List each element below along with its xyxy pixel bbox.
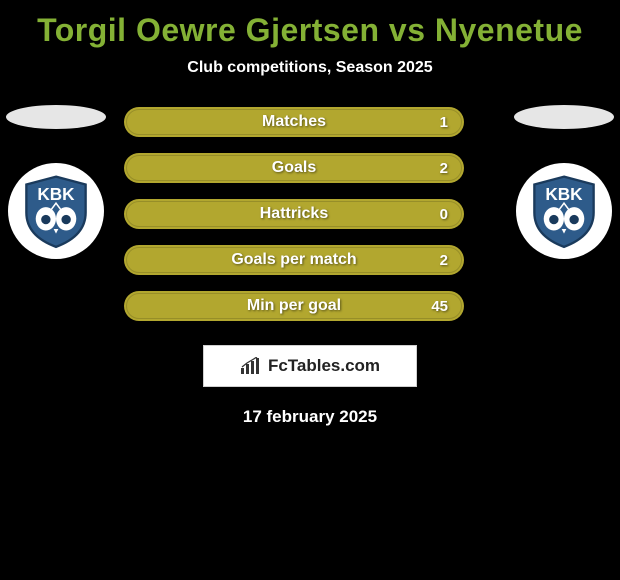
right-oval (514, 105, 614, 129)
stat-value: 1 (440, 114, 448, 131)
stat-row-goals-per-match: Goals per match 2 (124, 245, 464, 275)
subtitle: Club competitions, Season 2025 (0, 59, 620, 77)
stat-row-hattricks: Hattricks 0 (124, 199, 464, 229)
stat-label: Min per goal (247, 297, 341, 315)
kbk-shield-icon: KBK (17, 172, 95, 250)
right-side: KBK (514, 105, 614, 259)
stat-value: 2 (440, 252, 448, 269)
bar-chart-icon (240, 357, 262, 375)
stat-label: Goals per match (231, 251, 356, 269)
stat-value: 0 (440, 206, 448, 223)
stat-label: Hattricks (260, 205, 328, 223)
left-oval (6, 105, 106, 129)
right-team-badge: KBK (516, 163, 612, 259)
left-team-badge: KBK (8, 163, 104, 259)
svg-text:KBK: KBK (545, 184, 583, 204)
stat-row-matches: Matches 1 (124, 107, 464, 137)
brand-box: FcTables.com (203, 345, 417, 387)
stats-bars: Matches 1 Goals 2 Hattricks 0 Goals per … (124, 105, 496, 321)
stat-label: Matches (262, 113, 326, 131)
page-title: Torgil Oewre Gjertsen vs Nyenetue (0, 8, 620, 59)
stat-value: 2 (440, 160, 448, 177)
svg-text:KBK: KBK (37, 184, 75, 204)
stat-row-goals: Goals 2 (124, 153, 464, 183)
brand-text: FcTables.com (268, 356, 380, 376)
stat-value: 45 (431, 298, 448, 315)
kbk-shield-icon: KBK (525, 172, 603, 250)
left-side: KBK (6, 105, 106, 259)
stat-label: Goals (272, 159, 316, 177)
stat-row-min-per-goal: Min per goal 45 (124, 291, 464, 321)
comparison-row: KBK Matches 1 Goals 2 Hattricks (0, 105, 620, 321)
date-text: 17 february 2025 (0, 407, 620, 427)
